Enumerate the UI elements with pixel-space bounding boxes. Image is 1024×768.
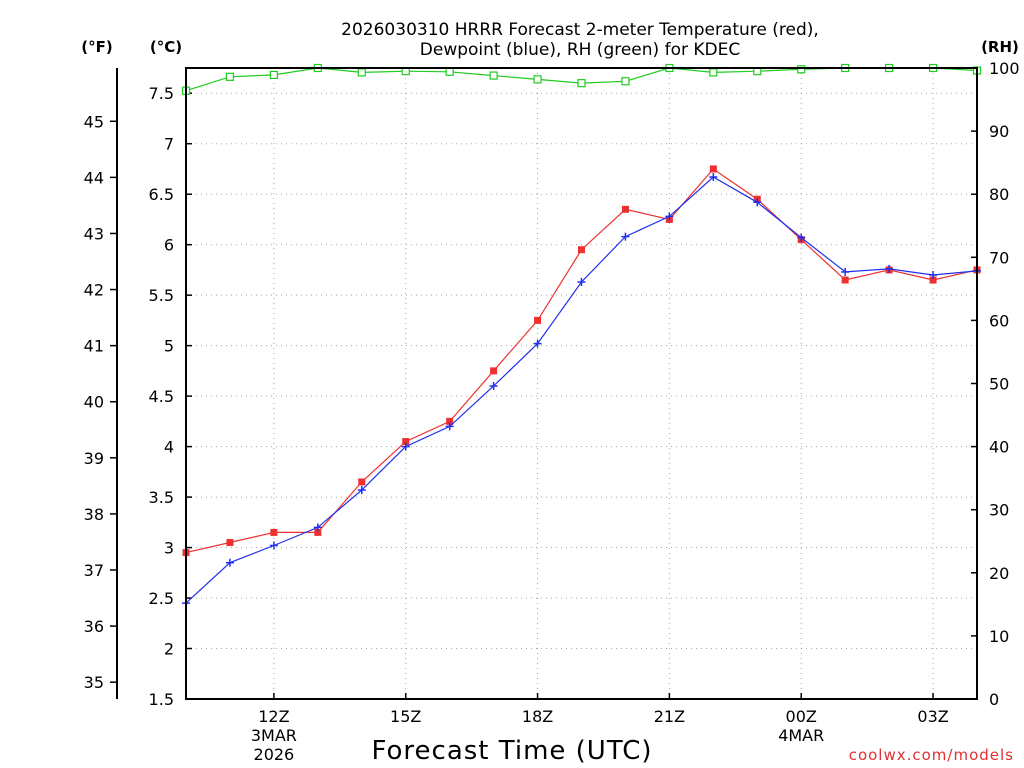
fahrenheit-tick-label: 40 (84, 393, 104, 412)
fahrenheit-tick-label: 37 (84, 561, 104, 580)
celsius-axis: 1.5 2 2.5 3 3.5 4 4.5 5 5.5 6 6.5 7 7.5 (149, 84, 192, 709)
rh-point (797, 65, 806, 74)
dewpoint-point (445, 422, 454, 431)
date-label: 4MAR (778, 726, 824, 745)
grid-lines (186, 68, 977, 700)
rh-tick-label: 40 (989, 438, 1009, 457)
rh-point (621, 77, 630, 86)
fahrenheit-tick-label: 38 (84, 505, 104, 524)
temperature-point (929, 276, 937, 284)
fahrenheit-axis: 35 36 37 38 39 40 41 42 43 44 45 (84, 68, 118, 699)
dewpoint-point (709, 173, 718, 182)
chart-title-line-2: Dewpoint (blue), RH (green) for KDEC (420, 40, 740, 60)
celsius-tick-label: 4 (164, 438, 174, 457)
time-tick-label: 21Z (654, 707, 685, 726)
rh-tick-label: 90 (989, 122, 1009, 141)
rh-point (225, 72, 235, 81)
dewpoint-point (841, 267, 850, 276)
fahrenheit-tick-label: 41 (84, 337, 104, 356)
celsius-unit-label: (°C) (150, 38, 182, 56)
rh-tick-label: 0 (989, 690, 999, 709)
rh-tick-label: 10 (989, 627, 1009, 646)
dewpoint-point (225, 558, 234, 567)
dewpoint-point (401, 442, 410, 451)
temperature-point (402, 438, 410, 446)
temperature-point (841, 276, 849, 284)
celsius-tick-label: 1.5 (149, 690, 174, 709)
fahrenheit-tick-label: 36 (84, 617, 104, 636)
celsius-tick-label: 3.5 (149, 488, 174, 507)
time-tick-label: 00Z (786, 707, 817, 726)
rh-point (445, 67, 454, 76)
celsius-tick-label: 5 (164, 337, 174, 356)
fahrenheit-tick-label: 35 (84, 673, 104, 692)
rh-tick-label: 50 (989, 375, 1009, 394)
time-tick-label: 18Z (522, 707, 553, 726)
year-label: 2026 (254, 745, 295, 764)
temperature-point (270, 528, 278, 536)
rh-tick-label: 30 (989, 501, 1009, 520)
chart-title-line-1: 2026030310 HRRR Forecast 2-meter Tempera… (341, 20, 819, 40)
dewpoint-point (885, 264, 894, 273)
rh-point (577, 79, 586, 88)
rh-point (709, 68, 718, 77)
dewpoint-point (665, 212, 674, 221)
temperature-point (226, 539, 234, 547)
date-label: 3MAR (251, 726, 297, 745)
temperature-point (621, 205, 629, 213)
celsius-tick-label: 6.5 (149, 185, 174, 204)
temperature-point (314, 528, 322, 536)
dewpoint-point (621, 232, 630, 241)
temperature-point (358, 478, 366, 486)
celsius-tick-label: 3 (164, 539, 174, 558)
dewpoint-point (269, 541, 278, 550)
dewpoint-point (929, 270, 938, 279)
dewpoint-point (533, 339, 542, 348)
rh-point (489, 71, 498, 80)
celsius-tick-label: 5.5 (149, 286, 174, 305)
temperature-point (490, 367, 498, 375)
celsius-tick-label: 6 (164, 236, 174, 255)
fahrenheit-tick-label: 45 (84, 112, 104, 131)
dewpoint-point (797, 233, 806, 242)
rh-tick-label: 80 (989, 185, 1009, 204)
celsius-tick-label: 7.5 (149, 84, 174, 103)
dewpoint-point (577, 278, 586, 287)
celsius-tick-label: 4.5 (149, 387, 174, 406)
fahrenheit-tick-label: 43 (84, 224, 104, 243)
plot-frame (185, 67, 978, 700)
x-axis-label: Forecast Time (UTC) (371, 736, 652, 766)
time-tick-label: 03Z (917, 707, 948, 726)
temperature-point (446, 417, 454, 425)
celsius-tick-label: 2.5 (149, 589, 174, 608)
time-tick-label: 15Z (390, 707, 421, 726)
dewpoint-point (313, 523, 322, 532)
temperature-point (534, 316, 542, 324)
time-tick-label: 12Z (258, 707, 289, 726)
rh-point (357, 68, 366, 77)
fahrenheit-tick-label: 44 (84, 168, 104, 187)
rh-point (269, 70, 278, 80)
temperature-point (578, 246, 585, 254)
celsius-tick-label: 7 (164, 135, 174, 154)
dewpoint-point (753, 198, 762, 207)
temperature-point (709, 165, 717, 173)
rh-axis: 0 10 20 30 40 50 60 70 80 90 100 (971, 59, 1020, 709)
credit-text: coolwx.com/models (849, 746, 1014, 764)
rh-unit-label: (RH) (981, 38, 1019, 56)
rh-point (533, 75, 542, 84)
fahrenheit-tick-label: 42 (84, 281, 104, 300)
celsius-tick-label: 2 (164, 640, 174, 659)
rh-tick-label: 60 (989, 311, 1009, 330)
dewpoint-point (489, 382, 498, 391)
rh-tick-label: 70 (989, 248, 1009, 267)
rh-tick-label: 20 (989, 564, 1009, 583)
dewpoint-point (357, 486, 366, 495)
fahrenheit-tick-label: 39 (84, 449, 104, 468)
fahrenheit-unit-label: (°F) (81, 38, 112, 56)
rh-tick-label: 100 (989, 59, 1020, 78)
